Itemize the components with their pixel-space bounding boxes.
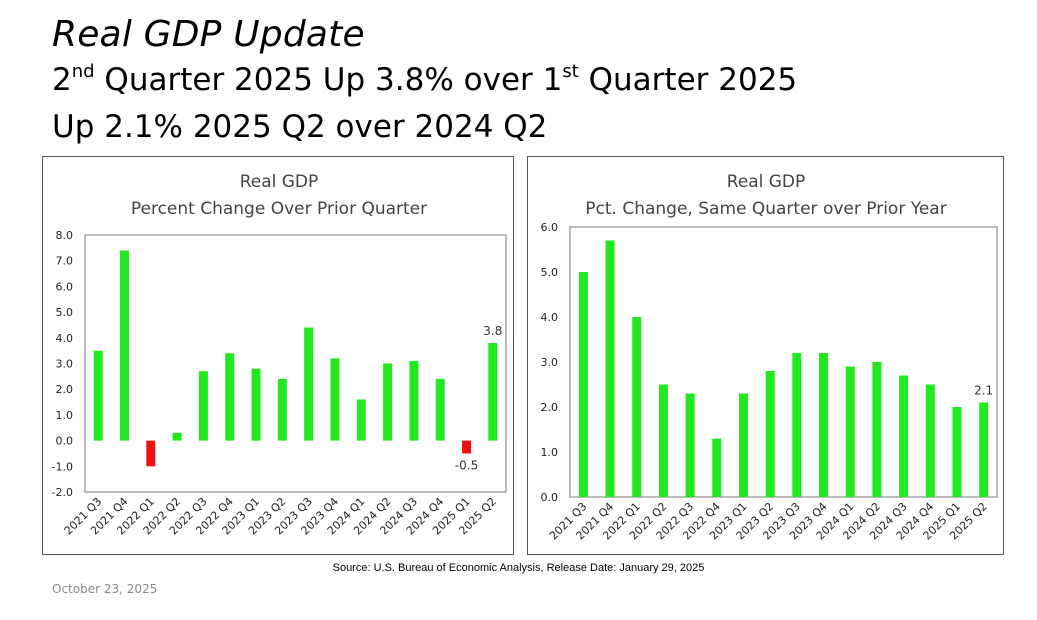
bar-2024-q3 [409,360,419,441]
subtitle-part: 2 [52,62,72,98]
y-tick-label: 1.0 [56,409,74,422]
bar-2025-q2 [979,402,989,497]
bar-2024-q4 [435,378,445,441]
chart-title: Real GDP [240,172,319,192]
bar-2023-q1 [738,393,748,497]
bar-2022-q1 [632,317,642,497]
y-tick-label: 8.0 [56,229,74,242]
y-tick-label: 0.0 [56,435,74,448]
y-tick-label: 3.0 [541,356,559,369]
chart-yoy-change-svg: Real GDP Pct. Change, Same Quarter over P… [541,172,998,542]
y-tick-label: -1.0 [52,460,73,473]
bar-2023-q3 [304,327,314,441]
bar-2024-q2 [383,363,393,441]
bar-2025-q1 [952,407,962,497]
chart-quarterly-change: Real GDP Percent Change Over Prior Quarte… [42,156,514,555]
y-tick-label: -2.0 [52,486,73,499]
y-tick-label: 1.0 [541,446,559,459]
y-tick-label: 4.0 [541,311,559,324]
source-note: Source: U.S. Bureau of Economic Analysis… [332,562,705,574]
chart-title: Real GDP [727,172,806,192]
bar-2022-q1 [146,440,156,467]
bar-2023-q2 [765,371,775,497]
bar-2022-q2 [172,432,182,441]
y-tick-label: 6.0 [541,221,559,234]
chart-quarterly-change-svg: Real GDP Percent Change Over Prior Quarte… [52,172,507,537]
slide-title: Real GDP Update [52,14,365,55]
bar-2023-q1 [251,368,261,441]
chart-yoy-change: Real GDP Pct. Change, Same Quarter over P… [527,156,1004,555]
data-label: -0.5 [455,458,478,472]
chart-subtitle: Percent Change Over Prior Quarter [131,199,427,219]
bar-2025-q1 [462,440,472,454]
subtitle-superscript: st [562,61,579,82]
bar-2022-q3 [685,393,695,497]
bar-2025-q2 [488,342,498,441]
slide-date: October 23, 2025 [52,582,158,596]
plot-area [569,226,998,498]
plot-area [84,234,507,493]
bar-2022-q3 [198,371,208,441]
bar-2022-q4 [712,438,722,497]
y-tick-label: 4.0 [56,332,74,345]
bar-2022-q4 [225,353,235,441]
bar-2024-q3 [899,375,909,497]
data-label: 2.1 [974,384,993,398]
y-tick-label: 3.0 [56,358,74,371]
bar-2021-q4 [119,250,129,441]
bar-2021-q3 [578,272,588,497]
bar-2024-q1 [356,399,366,441]
y-tick-label: 6.0 [56,280,74,293]
y-tick-label: 5.0 [56,306,74,319]
bar-2023-q3 [792,353,802,497]
chart-subtitle: Pct. Change, Same Quarter over Prior Yea… [585,199,946,219]
bar-2024-q2 [872,362,882,497]
bar-2022-q2 [658,384,668,497]
data-label: 3.8 [483,324,502,338]
bar-2023-q4 [330,358,340,441]
bar-2023-q2 [277,378,287,441]
slide-subtitle-2: Up 2.1% 2025 Q2 over 2024 Q2 [52,109,548,145]
bar-2024-q4 [925,384,935,497]
y-tick-label: 0.0 [541,491,559,504]
bar-2024-q1 [845,366,855,497]
y-tick-label: 5.0 [541,266,559,279]
bar-2023-q4 [819,353,829,497]
subtitle-superscript: nd [71,61,95,82]
subtitle-part: Quarter 2025 Up 3.8% over 1 [94,62,563,98]
subtitle-part: Quarter 2025 [578,62,798,98]
slide-subtitle-1: 2nd Quarter 2025 Up 3.8% over 1st Quarte… [52,62,797,98]
bar-2021-q3 [93,350,103,441]
y-tick-label: 2.0 [56,383,74,396]
y-tick-label: 7.0 [56,255,74,268]
y-tick-label: 2.0 [541,401,559,414]
bar-2021-q4 [605,240,615,497]
